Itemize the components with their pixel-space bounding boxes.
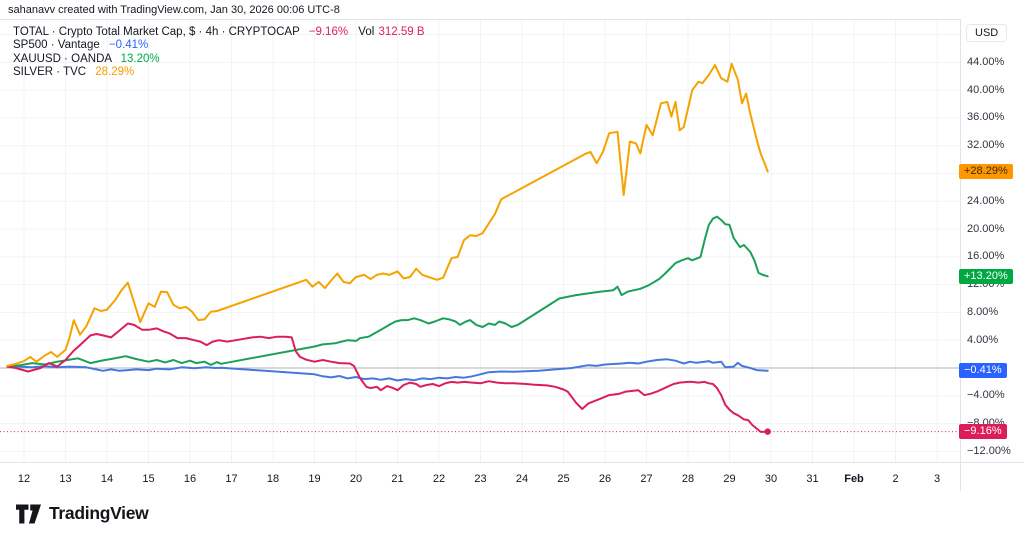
- silver-price-badge: +28.29%: [959, 163, 1013, 179]
- time-tick-label-16: 16: [183, 473, 197, 485]
- legend-change-sp500: −0.41%: [108, 39, 149, 52]
- total-series-line[interactable]: [6, 322, 769, 433]
- price-tick-label: 4.00%: [967, 333, 999, 346]
- time-tick-label-2: 2: [892, 473, 899, 485]
- legend-vol-label: Vol: [358, 26, 375, 38]
- time-tick-label-feb: Feb: [844, 473, 864, 485]
- time-tick-label-13: 13: [59, 473, 72, 485]
- legend-title-xauusd: XAUUSD · OANDA: [13, 52, 112, 65]
- legend-row-silver[interactable]: SILVER · TVC 28.29%: [13, 66, 425, 79]
- time-tick-label-15: 15: [142, 473, 155, 485]
- tradingview-logo-text: TradingView: [49, 503, 149, 523]
- legend-row-sp500[interactable]: SP500 · Vantage −0.41%: [13, 39, 425, 52]
- gold-price-badge: +13.20%: [959, 268, 1013, 284]
- legend-row-xauusd[interactable]: XAUUSD · OANDA 13.20%: [13, 53, 425, 66]
- price-tick-label: 20.00%: [967, 222, 1005, 235]
- xauusd-series-line[interactable]: [6, 215, 769, 368]
- time-tick-label-3: 3: [933, 473, 941, 485]
- chart-legend: TOTAL · Crypto Total Market Cap, $ · 4h …: [13, 26, 425, 80]
- total-last-price-dot: [764, 428, 771, 435]
- time-tick-label-25: 25: [557, 473, 570, 485]
- time-tick-label-30: 30: [764, 473, 778, 485]
- price-tick-label: −4.00%: [967, 389, 1005, 402]
- time-tick-label-12: 12: [17, 473, 31, 485]
- legend-row-total[interactable]: TOTAL · Crypto Total Market Cap, $ · 4h …: [13, 26, 425, 39]
- time-tick-label-17: 17: [225, 473, 238, 485]
- attribution-text: sahanavv created with TradingView.com, J…: [8, 4, 340, 16]
- time-tick-label-22: 22: [432, 473, 446, 485]
- time-tick-label-31: 31: [806, 473, 819, 485]
- time-tick-label-23: 23: [474, 473, 487, 485]
- legend-title-total: TOTAL · Crypto Total Market Cap, $ · 4h …: [13, 26, 300, 38]
- price-scale-unit-button[interactable]: USD: [966, 24, 1008, 42]
- legend-change-silver: 28.29%: [95, 66, 135, 79]
- legend-vol-value: 312.59 B: [378, 26, 425, 38]
- tradingview-logo[interactable]: TradingView: [16, 503, 149, 524]
- total-price-badge: −9.16%: [959, 424, 1007, 440]
- legend-title-sp500: SP500 · Vantage: [13, 39, 100, 52]
- sp500-series-line[interactable]: [6, 358, 769, 382]
- price-tick-label: 36.00%: [967, 111, 1005, 124]
- sp500-price-badge: −0.41%: [959, 363, 1007, 379]
- price-tick-label: 16.00%: [967, 250, 1005, 263]
- time-tick-label-19: 19: [308, 473, 321, 485]
- time-tick-label-26: 26: [598, 473, 612, 485]
- time-tick-label-14: 14: [100, 473, 114, 485]
- legend-title-silver: SILVER · TVC: [13, 66, 87, 79]
- time-tick-label-27: 27: [640, 473, 653, 485]
- time-tick-label-21: 21: [391, 473, 404, 485]
- price-tick-label: 44.00%: [967, 55, 1005, 68]
- legend-change-total: −9.16%: [308, 26, 349, 38]
- tradingview-logo-icon: [16, 504, 41, 523]
- time-tick-label-18: 18: [266, 473, 280, 485]
- time-tick-label-29: 29: [723, 473, 736, 485]
- time-tick-label-28: 28: [681, 473, 695, 485]
- price-tick-label: −12.00%: [967, 444, 1011, 457]
- price-tick-label: 8.00%: [967, 305, 999, 318]
- price-tick-label: 40.00%: [967, 83, 1005, 96]
- price-tick-label: 32.00%: [967, 139, 1005, 152]
- time-tick-label-20: 20: [349, 473, 363, 485]
- price-tick-label: 24.00%: [967, 194, 1005, 207]
- legend-change-xauusd: 13.20%: [120, 52, 160, 65]
- silver-series-line[interactable]: [6, 62, 769, 367]
- time-tick-label-24: 24: [515, 473, 529, 485]
